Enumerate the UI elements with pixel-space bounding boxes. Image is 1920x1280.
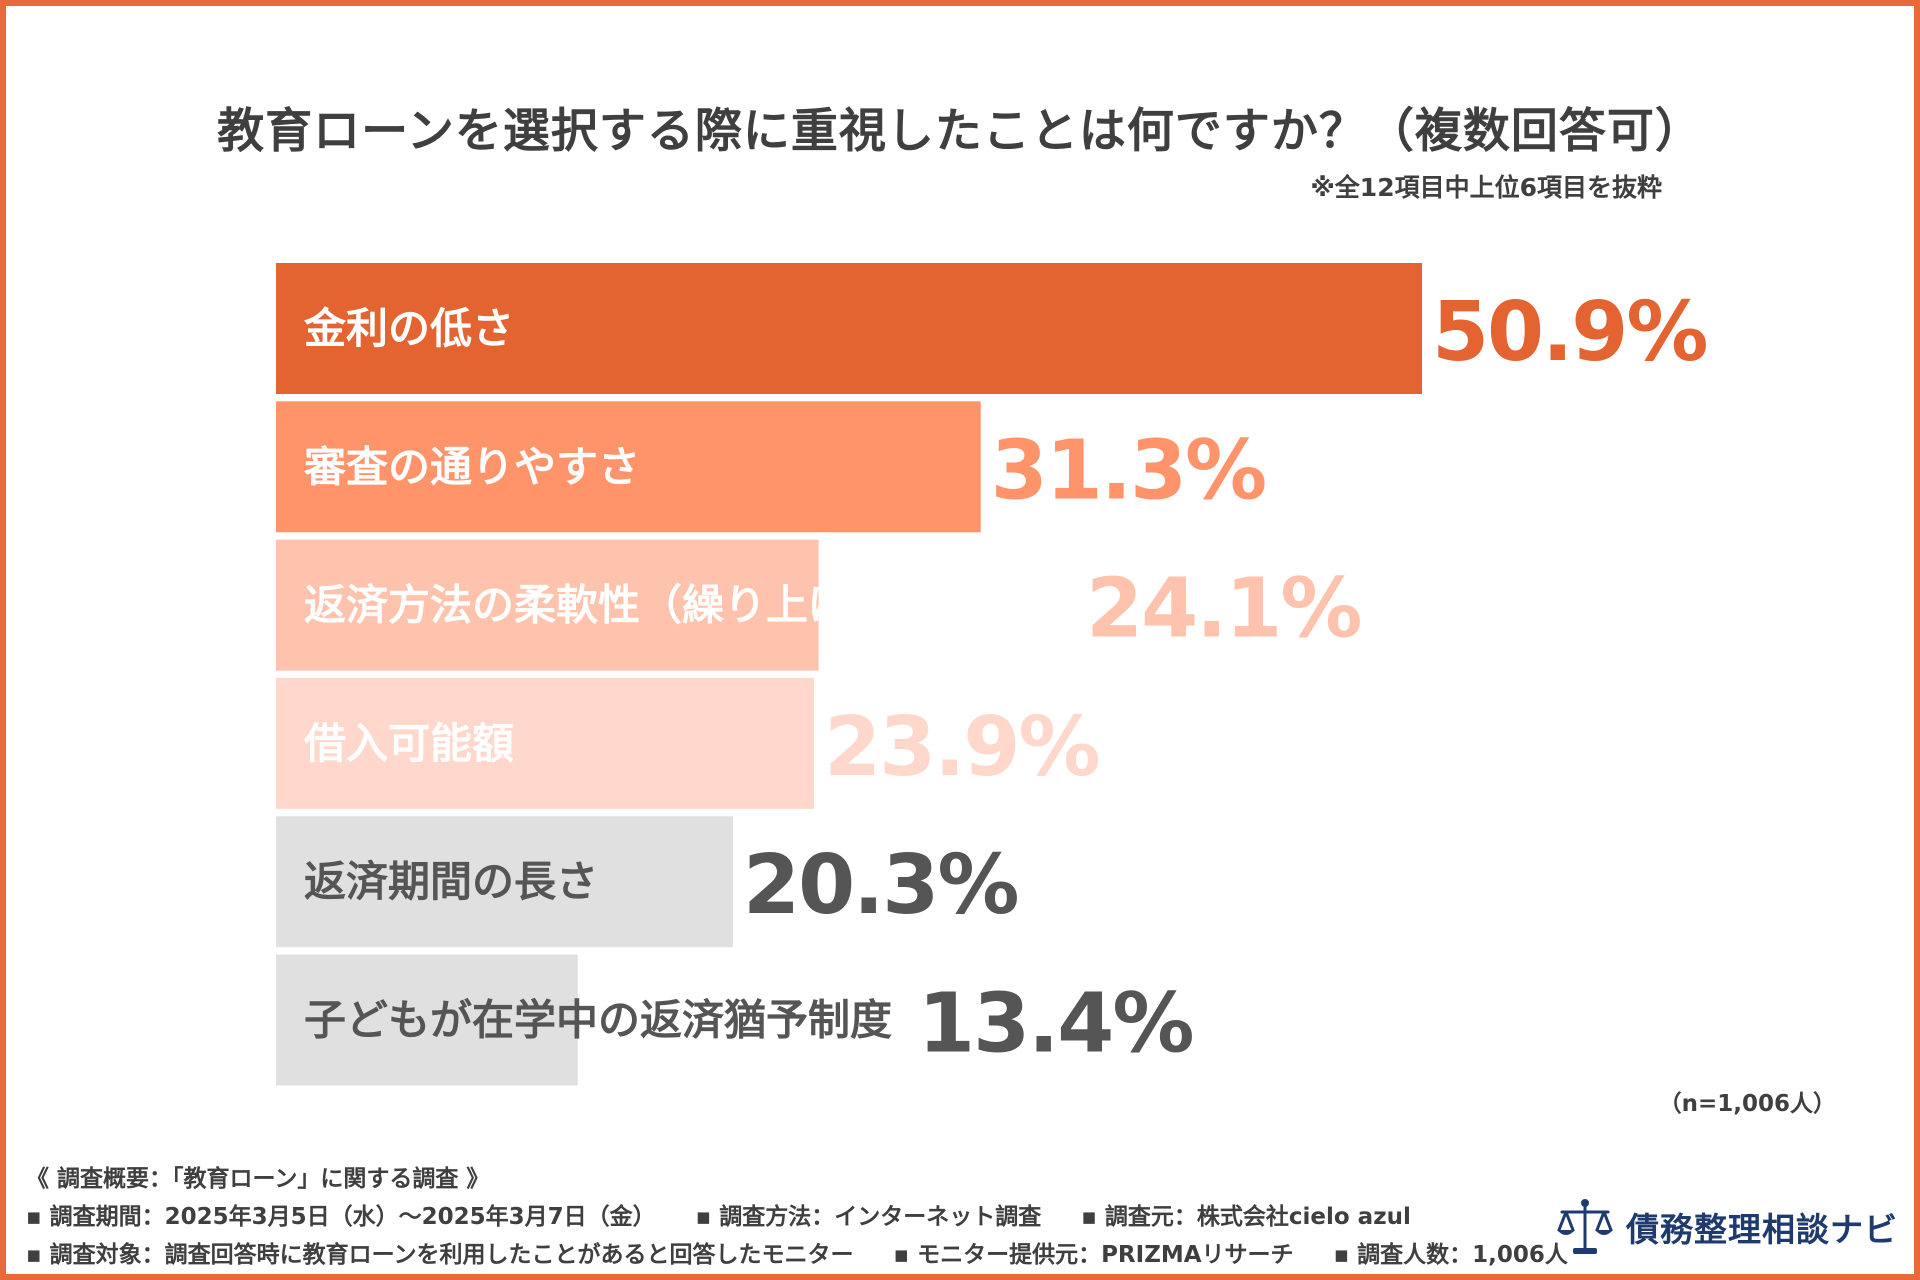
survey-target: ▪ 調査対象：調査回答時に教育ローンを利用したことがあると回答したモニター bbox=[26, 1242, 854, 1268]
bar-4 bbox=[276, 677, 815, 809]
brand-name: 債務整理相談ナビ bbox=[1626, 1210, 1898, 1249]
bar-label-2: 審査の通りやすさ bbox=[303, 442, 640, 491]
sample-size-note: （n=1,006人） bbox=[1658, 1091, 1836, 1117]
value-label-2: 31.3% bbox=[991, 423, 1265, 518]
value-label-3: 24.1% bbox=[1086, 562, 1360, 657]
value-label-4: 23.9% bbox=[824, 700, 1098, 795]
survey-method: ▪ 調査方法：インターネット調査 bbox=[695, 1204, 1042, 1230]
value-label-6: 13.4% bbox=[918, 977, 1192, 1072]
brand-logo: 債務整理相談ナビ bbox=[1554, 1196, 1898, 1258]
value-label-1: 50.9% bbox=[1432, 285, 1706, 380]
bar-2 bbox=[276, 401, 981, 533]
bar-label-5: 返済期間の長さ bbox=[304, 857, 598, 906]
chart-title: 教育ローンを選択する際に重視したことは何ですか？（複数回答可） bbox=[217, 104, 1703, 159]
survey-provider: ▪ モニター提供元：PRIZMAリサーチ bbox=[893, 1242, 1294, 1268]
chart-subtitle: ※全12項目中上位6項目を抜粋 bbox=[1310, 173, 1663, 202]
bar-label-1: 金利の低さ bbox=[303, 304, 514, 353]
survey-summary: 《 調査概要：「教育ローン」に関する調査 》 ▪ 調査期間：2025年3月5日（… bbox=[26, 1160, 1600, 1274]
bar-5 bbox=[276, 816, 734, 948]
survey-heading: 《 調査概要：「教育ローン」に関する調査 》 bbox=[26, 1166, 490, 1192]
bar-1 bbox=[276, 263, 1422, 394]
survey-respondents: ▪ 調査人数：1,006人 bbox=[1333, 1242, 1568, 1268]
survey-period: ▪ 調査期間：2025年3月5日（水）～2025年3月7日（金） bbox=[26, 1204, 656, 1230]
bar-label-6: 子どもが在学中の返済猶予制度 bbox=[304, 996, 892, 1045]
bar-label-3: 返済方法の柔軟性（繰り上げ返済など） bbox=[304, 581, 1060, 630]
bar-6 bbox=[276, 954, 578, 1086]
scales-of-justice-icon bbox=[1557, 1199, 1613, 1254]
value-label-5: 20.3% bbox=[743, 838, 1017, 933]
bar-label-4: 借入可能額 bbox=[303, 719, 514, 768]
bar-3 bbox=[276, 539, 819, 671]
survey-organizer: ▪ 調査元：株式会社cielo azul bbox=[1081, 1204, 1411, 1230]
